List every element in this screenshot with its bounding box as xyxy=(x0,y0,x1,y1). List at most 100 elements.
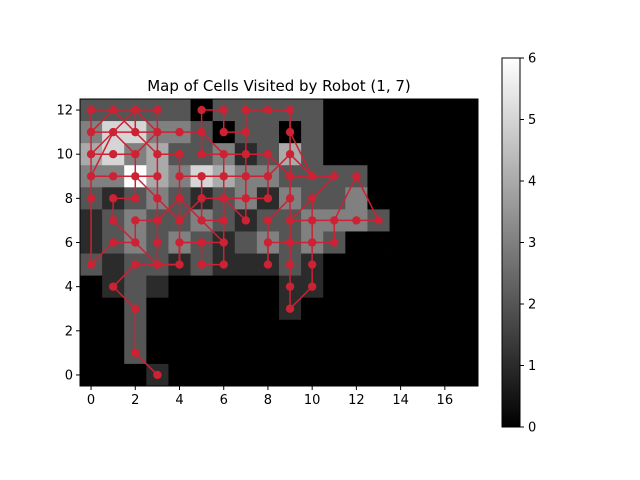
heatmap-cell xyxy=(433,253,457,277)
y-tick-label: 4 xyxy=(65,280,73,295)
path-point xyxy=(175,194,184,203)
y-tick-label: 12 xyxy=(56,104,73,119)
heatmap-cell xyxy=(301,121,324,144)
path-point xyxy=(241,105,251,115)
heatmap-cell xyxy=(168,341,191,365)
heatmap-cell xyxy=(367,99,390,122)
heatmap-cell xyxy=(389,143,413,166)
path-segment xyxy=(311,175,335,199)
path-segment xyxy=(223,197,247,221)
path-point xyxy=(219,194,228,203)
heatmap-cell xyxy=(80,363,103,387)
heatmap-cell xyxy=(323,143,346,166)
colorbar-tick-label: 1 xyxy=(528,359,536,374)
heatmap-cell xyxy=(102,297,125,321)
colorbar-tick-label: 5 xyxy=(528,113,536,128)
path-point xyxy=(175,149,184,159)
heatmap-cell xyxy=(234,319,258,343)
heatmap-cell xyxy=(146,275,169,299)
path-point xyxy=(241,172,251,181)
path-point xyxy=(307,216,317,225)
heatmap-cell xyxy=(301,99,324,122)
path-segment xyxy=(134,109,158,133)
path-point xyxy=(285,194,295,203)
path-segment xyxy=(112,286,136,310)
heatmap-cell xyxy=(389,187,413,210)
heatmap-cell xyxy=(345,297,368,321)
heatmap-cell xyxy=(367,187,390,210)
heatmap-cell xyxy=(345,319,368,343)
path-segment xyxy=(112,264,136,288)
heatmap-cell xyxy=(168,99,191,122)
heatmap-cell xyxy=(102,341,125,365)
path-segment xyxy=(112,219,136,244)
heatmap-cell xyxy=(279,363,302,387)
heatmap-cell xyxy=(455,231,479,254)
heatmap-cell xyxy=(80,297,103,321)
heatmap-cell xyxy=(234,275,258,299)
heatmap-cell xyxy=(323,187,346,210)
path-point xyxy=(108,216,118,225)
y-tick-label: 6 xyxy=(65,236,73,251)
path-point xyxy=(307,172,317,181)
y-tick-label: 2 xyxy=(65,324,73,339)
path-point xyxy=(153,238,162,247)
path-segment xyxy=(134,131,158,155)
path-point xyxy=(153,127,162,137)
heatmap-cell xyxy=(345,341,368,365)
heatmap-cell xyxy=(455,363,479,387)
heatmap-cell xyxy=(367,297,390,321)
heatmap-cell xyxy=(212,363,236,387)
colorbar-tick-label: 4 xyxy=(528,175,536,190)
heatmap-cell xyxy=(433,143,457,166)
path-point xyxy=(285,149,295,159)
path-point xyxy=(219,216,228,225)
path-point xyxy=(153,105,162,115)
path-point xyxy=(197,172,206,181)
heatmap-cell xyxy=(323,121,346,144)
heatmap-cell xyxy=(345,187,368,210)
path-point xyxy=(108,105,118,115)
path-segment xyxy=(90,109,114,133)
path-point xyxy=(285,282,295,291)
path-point xyxy=(131,127,140,137)
path-point xyxy=(352,172,361,181)
y-tick-label: 0 xyxy=(65,368,73,383)
heatmap-cell xyxy=(455,209,479,232)
heatmap-cell xyxy=(411,253,435,277)
heatmap-cell xyxy=(389,121,413,144)
heatmap-cell xyxy=(256,297,280,321)
heatmap-cell xyxy=(80,319,103,343)
heatmap-cell xyxy=(323,319,346,343)
path-point xyxy=(285,105,295,115)
path-point xyxy=(86,260,96,269)
path-point xyxy=(131,149,140,159)
heatmap-cell xyxy=(345,121,368,144)
heatmap-cell xyxy=(411,143,435,166)
heatmap-cell xyxy=(433,363,457,387)
path-segment xyxy=(267,197,291,221)
heatmap-cell xyxy=(345,275,368,299)
heatmap-cell xyxy=(389,253,413,277)
heatmap-cell xyxy=(146,319,169,343)
heatmap-cell xyxy=(433,121,457,144)
heatmap-cell xyxy=(367,143,390,166)
path-point xyxy=(263,260,273,269)
y-tick-label: 10 xyxy=(56,148,73,163)
heatmap-cell xyxy=(411,187,435,210)
heatmap-cell xyxy=(455,253,479,277)
path-segment xyxy=(156,197,181,221)
path-point xyxy=(374,216,383,225)
heatmap-cell xyxy=(256,341,280,365)
x-tick-label: 8 xyxy=(264,393,272,408)
path-point xyxy=(219,238,228,247)
path-point xyxy=(131,348,140,358)
heatmap-cell xyxy=(190,297,214,321)
robot-path-points xyxy=(86,105,383,380)
heatmap-cell xyxy=(455,99,479,122)
path-point xyxy=(241,216,251,225)
heatmap-cell xyxy=(433,341,457,365)
path-point xyxy=(219,127,228,137)
path-point xyxy=(352,216,361,225)
